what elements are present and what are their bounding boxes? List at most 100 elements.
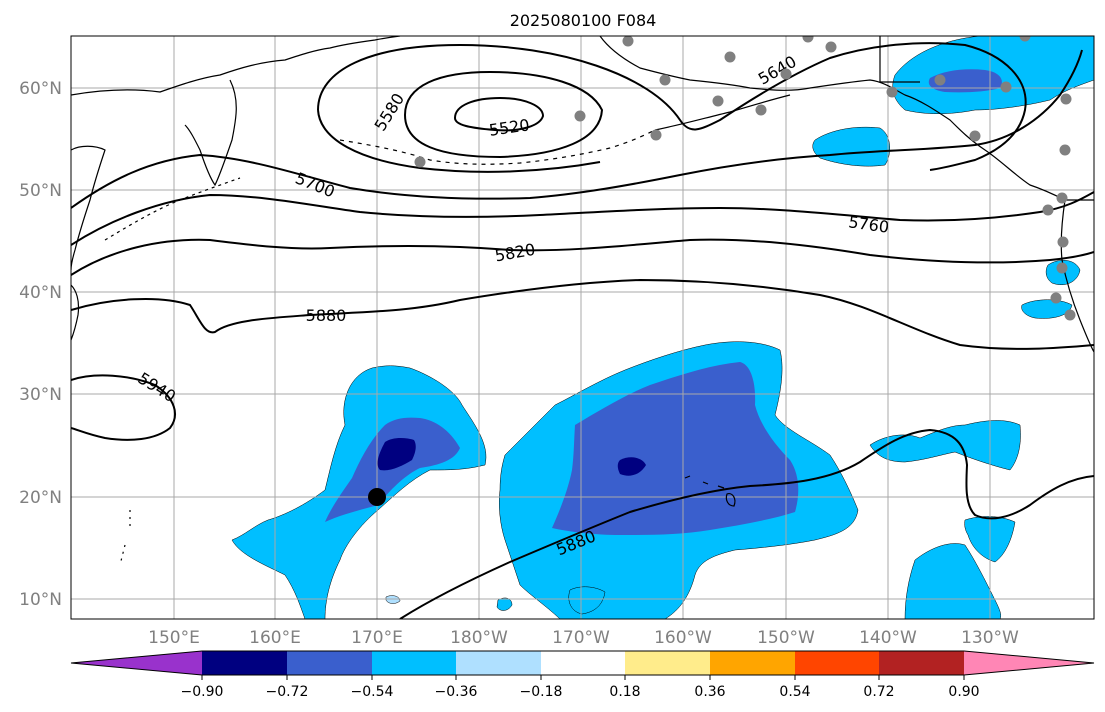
- colorbar-tick-label: 0.36: [694, 684, 725, 700]
- contour-5940: [71, 374, 176, 441]
- contour-5880-north: [71, 278, 1094, 350]
- contour-5700: [71, 49, 1083, 209]
- station-dot: [650, 129, 662, 141]
- anomaly-fill-054: [325, 417, 460, 522]
- station-dot: [414, 156, 426, 168]
- lon-label: 130°W: [961, 628, 1019, 648]
- lon-label: 170°E: [351, 628, 403, 648]
- plot-frame: [70, 35, 1095, 620]
- colorbar-ticks: [201, 675, 965, 680]
- contour-5520: [453, 96, 545, 132]
- anomaly-fill-072: [377, 437, 416, 471]
- station-dot: [934, 74, 946, 86]
- contour-5820: [71, 238, 1094, 276]
- colorbar-bin: [287, 651, 372, 675]
- colorbar-extend-high: [964, 651, 1094, 675]
- anomaly-fill-036: [869, 420, 1021, 471]
- lon-label: 160°E: [249, 628, 301, 648]
- colorbar: −0.90 −0.72 −0.54 −0.36 −0.18 0.18 0.36 …: [70, 650, 1095, 700]
- lat-label: 30°N: [19, 385, 62, 405]
- station-dot: [1042, 204, 1054, 216]
- station-dot: [724, 51, 736, 63]
- station-dot: [1064, 309, 1076, 321]
- station-dots: [414, 36, 1076, 321]
- colorbar-tick-label: 0.54: [779, 684, 810, 700]
- colorbar-tick-label: 0.18: [609, 684, 640, 700]
- colorbar-bin: [372, 651, 456, 675]
- colorbar-tick-label: −0.36: [435, 684, 478, 700]
- station-dot: [1057, 236, 1069, 248]
- contour-5880-south: [399, 428, 1094, 619]
- station-dot: [802, 36, 814, 43]
- anomaly-fill-036: [1021, 299, 1073, 319]
- anomaly-patch: [568, 586, 606, 615]
- lon-label: 150°E: [148, 628, 200, 648]
- station-dot: [1056, 192, 1068, 204]
- lon-label: 140°W: [859, 628, 917, 648]
- lon-label: 170°W: [552, 628, 610, 648]
- colorbar-bin: [456, 651, 541, 675]
- lat-labels: 10°N 20°N 30°N 40°N 50°N 60°N: [19, 79, 62, 610]
- contour-5760: [71, 191, 1094, 246]
- colorbar-tick-label: 0.72: [863, 684, 894, 700]
- station-dot: [780, 68, 792, 80]
- colorbar-tick-label: −0.90: [181, 684, 224, 700]
- colorbar-tick-label: −0.54: [351, 684, 394, 700]
- coast-japan: [71, 284, 80, 341]
- anomaly-patch: [496, 597, 513, 611]
- anomaly-fill-036: [904, 543, 1002, 619]
- lat-label: 10°N: [19, 590, 62, 610]
- colorbar-bin: [710, 651, 795, 675]
- anomaly-fill-054: [928, 69, 1002, 93]
- contour-label-5880-north: 5880: [306, 306, 347, 325]
- location-marker: [368, 488, 386, 506]
- station-dot: [712, 95, 724, 107]
- colorbar-tick-label: −0.18: [520, 684, 563, 700]
- coast-kamchatka: [184, 79, 237, 187]
- ak-box: [879, 36, 920, 83]
- anomaly-fill-054: [552, 362, 799, 535]
- lon-label: 180°W: [450, 628, 508, 648]
- coast-siberia: [71, 36, 401, 96]
- colorbar-bin: [541, 651, 625, 675]
- station-dot: [574, 110, 586, 122]
- station-dot: [1059, 144, 1071, 156]
- map-title: 2025080100 F084: [510, 11, 657, 30]
- colorbar-bin: [202, 651, 287, 675]
- station-dot: [825, 41, 837, 53]
- station-dot: [755, 104, 767, 116]
- plot-area: 5520 5580 5640 5700 5760 5820 5880 5880 …: [71, 36, 1094, 619]
- anomaly-fill-072: [617, 457, 646, 476]
- colorbar-tick-label: −0.72: [266, 684, 309, 700]
- anomaly-small-patches: [385, 586, 606, 615]
- coast-alaska: [599, 36, 1066, 201]
- colorbar-tick-labels: −0.90 −0.72 −0.54 −0.36 −0.18 0.18 0.36 …: [181, 684, 980, 700]
- lat-label: 60°N: [19, 79, 62, 99]
- lat-label: 40°N: [19, 283, 62, 303]
- coast-alaska-peninsula: [654, 94, 791, 131]
- colorbar-bin: [795, 651, 879, 675]
- anomaly-patch: [385, 595, 401, 604]
- lon-label: 160°W: [654, 628, 712, 648]
- anomaly-fill-036: [812, 126, 890, 167]
- graticule: [71, 36, 1094, 619]
- station-dot: [1060, 93, 1072, 105]
- station-dot: [1000, 81, 1012, 93]
- station-dot: [1019, 36, 1031, 42]
- coast-north-america-west: [1060, 199, 1094, 353]
- coast-okhotsk: [71, 145, 106, 271]
- anomaly-region-west: [231, 365, 487, 619]
- colorbar-bin: [879, 651, 964, 675]
- anomaly-region-central: [498, 341, 859, 619]
- lon-labels: 150°E 160°E 170°E 180°W 170°W 160°W 150°…: [148, 628, 1019, 648]
- colorbar-bin: [625, 651, 710, 675]
- station-dot: [1050, 292, 1062, 304]
- station-dot: [886, 86, 898, 98]
- anomaly-region-northeast: [812, 36, 1094, 319]
- colorbar-extend-low: [71, 651, 202, 675]
- lon-label: 150°W: [757, 628, 815, 648]
- colorbar-tick-label: 0.90: [948, 684, 979, 700]
- station-dot: [622, 36, 634, 47]
- station-dot: [659, 74, 671, 86]
